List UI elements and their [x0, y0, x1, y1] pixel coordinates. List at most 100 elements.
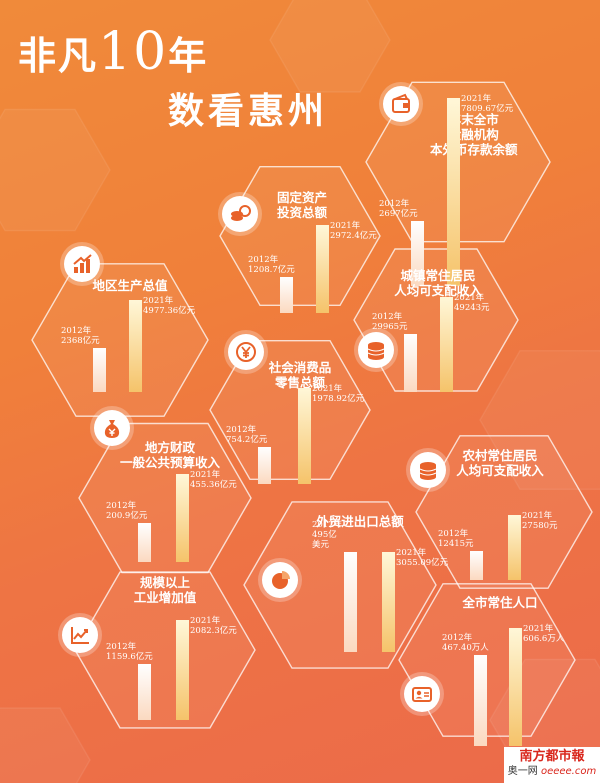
label-line: 2012年	[248, 255, 279, 266]
bar-2021-label: 2021年 4977.36亿元	[143, 296, 195, 316]
hexagon-frame	[0, 707, 91, 783]
bar-2012	[258, 447, 271, 484]
bar-2012	[138, 523, 151, 562]
hexagon-frame	[479, 350, 600, 490]
label-line: 29965元	[372, 322, 408, 333]
panel-title-line: 规模以上	[139, 575, 190, 590]
label-line: 200.9亿元	[106, 511, 148, 522]
label-line: 2021年	[190, 616, 221, 626]
bar-2012	[280, 277, 293, 313]
label-line: 2021年	[461, 94, 492, 104]
panel-title-line: 社会消费品	[268, 360, 332, 375]
bar-2012	[404, 334, 417, 392]
hexagon-frame	[398, 583, 576, 737]
bar-2021	[509, 628, 522, 746]
bar-2021-label: 2021年 7809.67亿元	[461, 94, 513, 114]
label-line: 49243元	[454, 303, 490, 313]
panel-title: 全市常住人口	[440, 595, 560, 610]
bar-2012-label: 2012年 1208.7亿元	[248, 255, 295, 275]
bar-2012-label: 2012年 2697亿元	[379, 199, 418, 219]
bar-2021-label: 2021年 1978.92亿元	[312, 384, 364, 404]
site-name: 奥一网 oeeee.com	[504, 765, 600, 779]
hexagon-frame	[209, 340, 371, 480]
panel-title-line: 工业增加值	[133, 590, 197, 605]
hexagon-frame	[353, 248, 519, 392]
panel-title-line: 农村常住居民	[462, 448, 538, 463]
newspaper-logo: 南方都市報 奥一网 oeeee.com	[504, 747, 600, 783]
label-line: 2012年	[226, 425, 257, 436]
bar-2012	[474, 655, 487, 746]
panel-title-line: 外贸进出口总额	[316, 514, 404, 529]
label-line: 2021年	[143, 296, 174, 306]
label-line: 2012年	[106, 501, 137, 512]
money-bag-icon	[94, 410, 130, 446]
label-line: 3055.09亿元	[396, 558, 449, 568]
label-line: 2012年	[106, 642, 137, 653]
label-line: 2012年	[442, 633, 473, 644]
panel-title: 外贸进出口总额	[300, 514, 420, 529]
panel-title-line: 地方财政	[144, 440, 195, 455]
bar-2012	[138, 664, 151, 720]
bar-2021	[440, 297, 453, 392]
hexagon-frame	[219, 165, 381, 306]
title-part-b: 年	[168, 34, 209, 78]
title-part-a: 非凡	[18, 34, 99, 78]
label-line: 2012年	[61, 326, 92, 337]
hexagon-frame	[415, 435, 593, 589]
bar-2012	[344, 552, 357, 652]
site-prefix: 奥一网	[507, 766, 538, 777]
bar-2021	[176, 620, 189, 720]
bar-2012-label: 2012年 467.40万人	[442, 633, 489, 653]
label-line: 2012年	[438, 528, 469, 539]
panel-title-line: 人均可支配收入	[456, 463, 544, 478]
bar-chart-icon	[64, 246, 100, 282]
panel-title: 地区生产总值	[70, 278, 190, 293]
label-line: 1978.92亿元	[312, 394, 365, 404]
site-suffix: oeeee.com	[540, 766, 597, 777]
label-line: 2021年	[190, 470, 221, 480]
title-number: 10	[98, 22, 169, 82]
trend-chart-icon	[62, 617, 98, 653]
label-line: 2021年	[454, 293, 485, 303]
label-line: 美元	[312, 540, 330, 550]
bar-2021-label: 2021年 49243元	[454, 293, 490, 313]
bar-2021	[382, 552, 395, 652]
bar-2021-label: 2021年 2972.4亿元	[330, 221, 377, 241]
panel-title: 年末全市 金融机构 本外币存款余额	[430, 112, 518, 157]
panel-title-line: 一般公共预算收入	[119, 455, 220, 470]
bar-2021-label: 2021年 606.6万人	[523, 624, 564, 644]
coin-stack-icon	[410, 452, 446, 488]
label-line: 27580元	[522, 521, 558, 531]
label-line: 754.2亿元	[226, 435, 268, 446]
label-line: 7809.67亿元	[461, 104, 514, 114]
coins-icon	[222, 196, 258, 232]
panel-title: 固定资产 投资总额	[242, 190, 362, 220]
bar-2021-label: 2021年 3055.09亿元	[396, 548, 448, 568]
panel-title-line: 全市常住人口	[462, 595, 538, 610]
label-line: 2021年	[312, 384, 343, 394]
bar-2021-label: 2021年 455.36亿元	[190, 470, 237, 490]
label-line: 1208.7亿元	[248, 265, 295, 276]
bar-2012-label: 2012年 754.2亿元	[226, 425, 267, 445]
panel-title-line: 年末全市	[448, 112, 499, 127]
bar-2021	[316, 225, 329, 313]
panel-title: 社会消费品 零售总额	[240, 360, 360, 390]
panel-title: 城镇常住居民 人均可支配收入	[378, 268, 498, 298]
label-line: 2021年	[330, 221, 361, 231]
label-line: 2012年	[379, 199, 410, 210]
label-line: 12415元	[438, 538, 474, 549]
panel-title-line: 本外币存款余额	[430, 142, 518, 157]
bar-2021-label: 2021年 2082.3亿元	[190, 616, 237, 636]
wallet-icon	[383, 86, 419, 122]
bar-2021	[176, 474, 189, 562]
label-line: 2012年	[372, 312, 403, 323]
yen-exchange-icon	[228, 334, 264, 370]
main-title-line2: 数看惠州	[168, 91, 329, 132]
bar-2012	[411, 221, 424, 286]
label-line: 2021年	[523, 624, 554, 634]
label-line: 467.40万人	[442, 643, 489, 654]
bar-2012-label: 2012年 2368亿元	[61, 326, 100, 346]
label-line: 2012年	[312, 520, 343, 530]
coin-stack-icon	[358, 332, 394, 368]
bar-2021	[508, 515, 521, 580]
